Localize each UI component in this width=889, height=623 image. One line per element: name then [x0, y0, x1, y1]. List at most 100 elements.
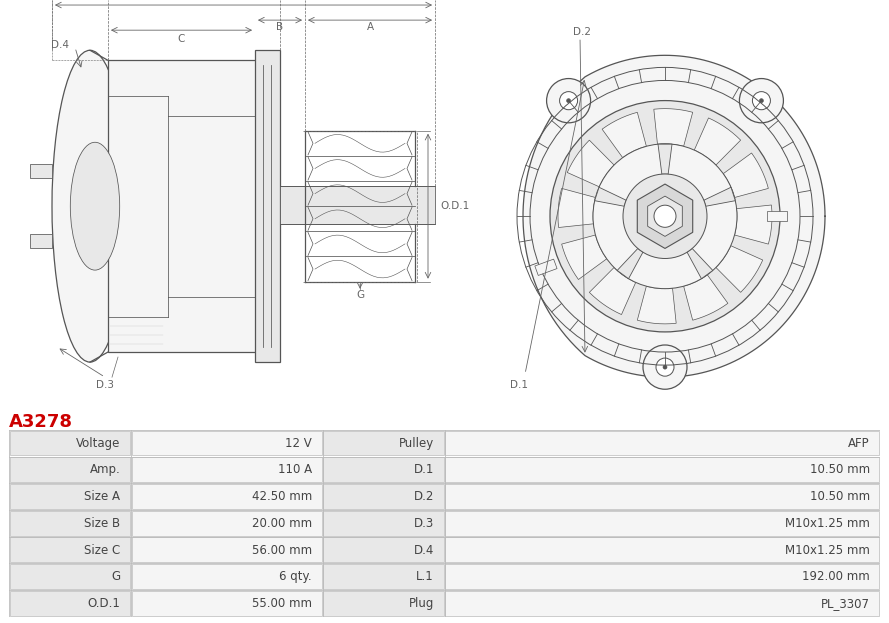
- Text: AFP: AFP: [848, 437, 869, 450]
- Text: D.1: D.1: [413, 464, 434, 477]
- Circle shape: [654, 205, 676, 227]
- Bar: [445, 564, 879, 589]
- Bar: [324, 430, 444, 455]
- Text: D.4: D.4: [51, 40, 69, 50]
- Bar: [324, 591, 444, 616]
- Bar: [445, 457, 879, 482]
- Bar: [10, 591, 130, 616]
- Text: Size C: Size C: [84, 543, 120, 556]
- Text: Size A: Size A: [84, 490, 120, 503]
- Bar: [324, 484, 444, 509]
- Ellipse shape: [52, 50, 128, 362]
- Text: D.4: D.4: [413, 543, 434, 556]
- Circle shape: [566, 98, 571, 103]
- Text: D.3: D.3: [96, 380, 114, 390]
- Bar: [255, 50, 280, 362]
- Polygon shape: [523, 55, 825, 377]
- Text: G: G: [111, 570, 120, 583]
- Text: 192.00 mm: 192.00 mm: [802, 570, 869, 583]
- Bar: [324, 564, 444, 589]
- Polygon shape: [648, 196, 683, 236]
- Bar: [324, 511, 444, 536]
- Bar: [30, 234, 52, 249]
- Bar: [132, 538, 322, 562]
- Bar: [445, 538, 879, 562]
- Polygon shape: [602, 112, 646, 158]
- Circle shape: [623, 174, 707, 259]
- Bar: [324, 457, 444, 482]
- Bar: [10, 430, 130, 455]
- Text: 55.00 mm: 55.00 mm: [252, 597, 312, 610]
- Bar: [280, 186, 435, 224]
- Text: D.3: D.3: [413, 517, 434, 530]
- Text: 6 qty.: 6 qty.: [279, 570, 312, 583]
- Text: 110 A: 110 A: [278, 464, 312, 477]
- Polygon shape: [684, 275, 728, 320]
- Polygon shape: [653, 108, 693, 146]
- Text: 10.50 mm: 10.50 mm: [810, 464, 869, 477]
- Circle shape: [740, 78, 783, 123]
- Bar: [132, 564, 322, 589]
- Ellipse shape: [70, 142, 120, 270]
- Text: Size B: Size B: [84, 517, 120, 530]
- Text: Amp.: Amp.: [90, 464, 120, 477]
- Circle shape: [663, 365, 667, 369]
- Bar: [10, 484, 130, 509]
- Bar: [324, 538, 444, 562]
- Text: 10.50 mm: 10.50 mm: [810, 490, 869, 503]
- Circle shape: [593, 144, 737, 288]
- Bar: [445, 511, 879, 536]
- Text: 42.50 mm: 42.50 mm: [252, 490, 312, 503]
- Polygon shape: [724, 153, 768, 197]
- Bar: [445, 430, 879, 455]
- Bar: [108, 60, 265, 352]
- Bar: [132, 430, 322, 455]
- Bar: [535, 259, 557, 275]
- Polygon shape: [637, 286, 677, 324]
- Circle shape: [547, 78, 590, 123]
- Circle shape: [656, 358, 674, 376]
- Text: B: B: [276, 22, 284, 32]
- Text: A3278: A3278: [9, 413, 73, 431]
- Polygon shape: [558, 188, 596, 227]
- Polygon shape: [734, 205, 772, 244]
- Text: G: G: [356, 290, 364, 300]
- Polygon shape: [716, 245, 763, 292]
- Text: Pulley: Pulley: [399, 437, 434, 450]
- Text: D.2: D.2: [573, 27, 591, 37]
- Text: Voltage: Voltage: [76, 437, 120, 450]
- Polygon shape: [595, 188, 626, 206]
- Bar: [10, 511, 130, 536]
- Bar: [767, 211, 787, 221]
- Text: M10x1.25 mm: M10x1.25 mm: [785, 543, 869, 556]
- Bar: [132, 484, 322, 509]
- Text: O.D.1: O.D.1: [87, 597, 120, 610]
- Circle shape: [559, 92, 578, 110]
- Text: Plug: Plug: [409, 597, 434, 610]
- Text: PL_3307: PL_3307: [821, 597, 869, 610]
- Text: 12 V: 12 V: [285, 437, 312, 450]
- Bar: [10, 457, 130, 482]
- Circle shape: [759, 98, 764, 103]
- Polygon shape: [589, 267, 636, 315]
- Circle shape: [752, 92, 771, 110]
- Polygon shape: [617, 249, 643, 278]
- Polygon shape: [567, 140, 614, 187]
- Bar: [10, 564, 130, 589]
- Text: D.2: D.2: [413, 490, 434, 503]
- Polygon shape: [694, 118, 741, 165]
- Text: 56.00 mm: 56.00 mm: [252, 543, 312, 556]
- Text: D.1: D.1: [510, 380, 528, 390]
- Text: L.1: L.1: [236, 0, 252, 2]
- Bar: [10, 538, 130, 562]
- Polygon shape: [658, 144, 672, 174]
- Bar: [132, 457, 322, 482]
- Text: A: A: [366, 22, 373, 32]
- Circle shape: [550, 100, 780, 332]
- Text: O.D.1: O.D.1: [440, 201, 469, 211]
- Polygon shape: [687, 249, 713, 278]
- Text: C: C: [178, 34, 185, 44]
- Bar: [132, 511, 322, 536]
- Text: 20.00 mm: 20.00 mm: [252, 517, 312, 530]
- Polygon shape: [704, 188, 735, 206]
